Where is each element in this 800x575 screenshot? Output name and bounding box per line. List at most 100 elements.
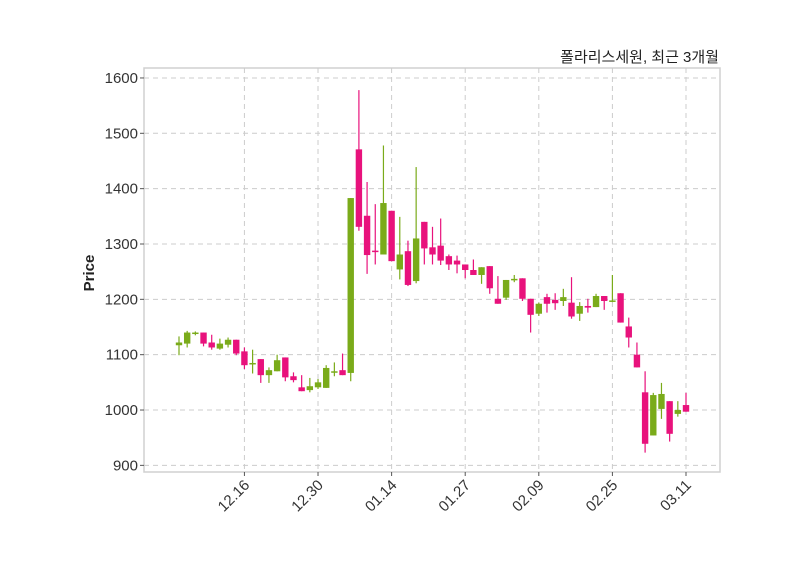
candle-down xyxy=(568,277,575,319)
grid xyxy=(144,68,720,472)
candle-body xyxy=(282,357,289,378)
candle-up xyxy=(273,354,281,372)
y-tick-label: 1500 xyxy=(105,125,138,142)
candle-up xyxy=(396,216,403,280)
candle-body xyxy=(666,401,673,434)
candle-body xyxy=(437,245,444,261)
candle-body xyxy=(511,278,518,281)
x-tick-label: 02.09 xyxy=(509,477,548,516)
candle-down xyxy=(519,278,526,301)
candle-body xyxy=(388,210,395,262)
candle-up xyxy=(265,367,273,383)
candle-body xyxy=(502,279,510,298)
candle-down xyxy=(421,221,428,265)
candle-body xyxy=(535,303,543,314)
candle-body xyxy=(208,342,215,348)
candle-up xyxy=(306,377,314,393)
candle-down xyxy=(641,371,649,453)
candle-body xyxy=(290,376,297,381)
y-tick-label: 1600 xyxy=(105,70,138,87)
candle-up xyxy=(249,349,256,374)
candle-up xyxy=(502,279,510,300)
candle-down xyxy=(200,332,207,347)
candle-body xyxy=(560,297,567,301)
candle-up xyxy=(380,145,387,255)
x-tick-label: 03.11 xyxy=(657,477,695,515)
candle-down xyxy=(388,210,395,262)
candle-body xyxy=(462,264,469,270)
candle-up xyxy=(322,365,330,388)
candle-body xyxy=(314,382,322,388)
candle-down xyxy=(486,266,493,294)
candle-down xyxy=(584,298,592,313)
candle-up xyxy=(576,302,583,321)
candle-body xyxy=(625,326,632,338)
candle-down xyxy=(682,392,690,412)
candle-body xyxy=(183,332,191,344)
candle-body xyxy=(453,260,461,265)
candle-body xyxy=(650,395,657,436)
candle-body xyxy=(478,267,485,275)
candle-up xyxy=(314,379,322,389)
candle-body xyxy=(543,297,551,304)
candle-down xyxy=(453,255,461,274)
candle-up xyxy=(412,167,420,284)
y-tick-label: 1000 xyxy=(105,402,138,419)
candle-body xyxy=(527,298,534,315)
candle-down xyxy=(282,357,289,382)
x-tick-label: 01.27 xyxy=(435,477,474,516)
candle-body xyxy=(249,362,256,365)
candle-body xyxy=(601,296,608,301)
candle-down xyxy=(633,342,641,368)
candle-body xyxy=(486,266,493,289)
candle-up xyxy=(175,336,183,356)
x-axis: 12.16 12.30 01.14 01.27 02.09 02.25 03.11 xyxy=(215,472,695,515)
candle-body xyxy=(331,371,338,373)
candle-body xyxy=(421,221,428,249)
candle-up xyxy=(511,274,518,283)
candle-down xyxy=(241,347,248,370)
candle-body xyxy=(633,354,641,368)
candle-body xyxy=(372,250,379,253)
candle-body xyxy=(339,370,346,376)
candle-body xyxy=(592,296,600,308)
candle-down xyxy=(625,317,632,348)
candle-body xyxy=(192,332,199,335)
candle-up xyxy=(183,330,191,348)
candle-down xyxy=(208,334,215,350)
candle-down xyxy=(445,254,453,270)
candle-body xyxy=(412,238,420,282)
candle-body xyxy=(641,392,649,444)
candle-up xyxy=(609,274,616,303)
candle-down xyxy=(470,259,477,275)
candle-body xyxy=(241,351,248,366)
candle-body xyxy=(380,203,387,255)
candle-body xyxy=(519,278,526,299)
candle-down xyxy=(666,401,673,442)
candle-down xyxy=(339,353,346,376)
candle-down xyxy=(601,296,608,310)
candle-body xyxy=(396,254,403,270)
candle-body xyxy=(257,359,264,376)
candle-body xyxy=(216,343,224,349)
y-tick-label: 1400 xyxy=(105,181,138,198)
candle-body xyxy=(584,305,592,308)
candle-down xyxy=(355,90,363,231)
candle-body xyxy=(617,293,624,323)
candle-body xyxy=(551,299,559,304)
y-axis: 900 1000 1100 1200 1300 1400 1500 1600 xyxy=(105,70,144,474)
candle-body xyxy=(658,393,665,409)
candle-up xyxy=(535,302,543,316)
candle-up xyxy=(592,293,600,308)
candles xyxy=(175,90,690,453)
candle-up xyxy=(560,288,567,306)
plot-frame xyxy=(143,67,721,473)
candle-down xyxy=(298,375,305,392)
candle-down xyxy=(233,339,240,356)
candle-body xyxy=(200,332,207,344)
candle-body xyxy=(175,342,183,346)
candle-down xyxy=(527,298,534,333)
y-tick-label: 1200 xyxy=(105,291,138,308)
candle-body xyxy=(445,256,453,265)
candle-down xyxy=(372,204,379,265)
